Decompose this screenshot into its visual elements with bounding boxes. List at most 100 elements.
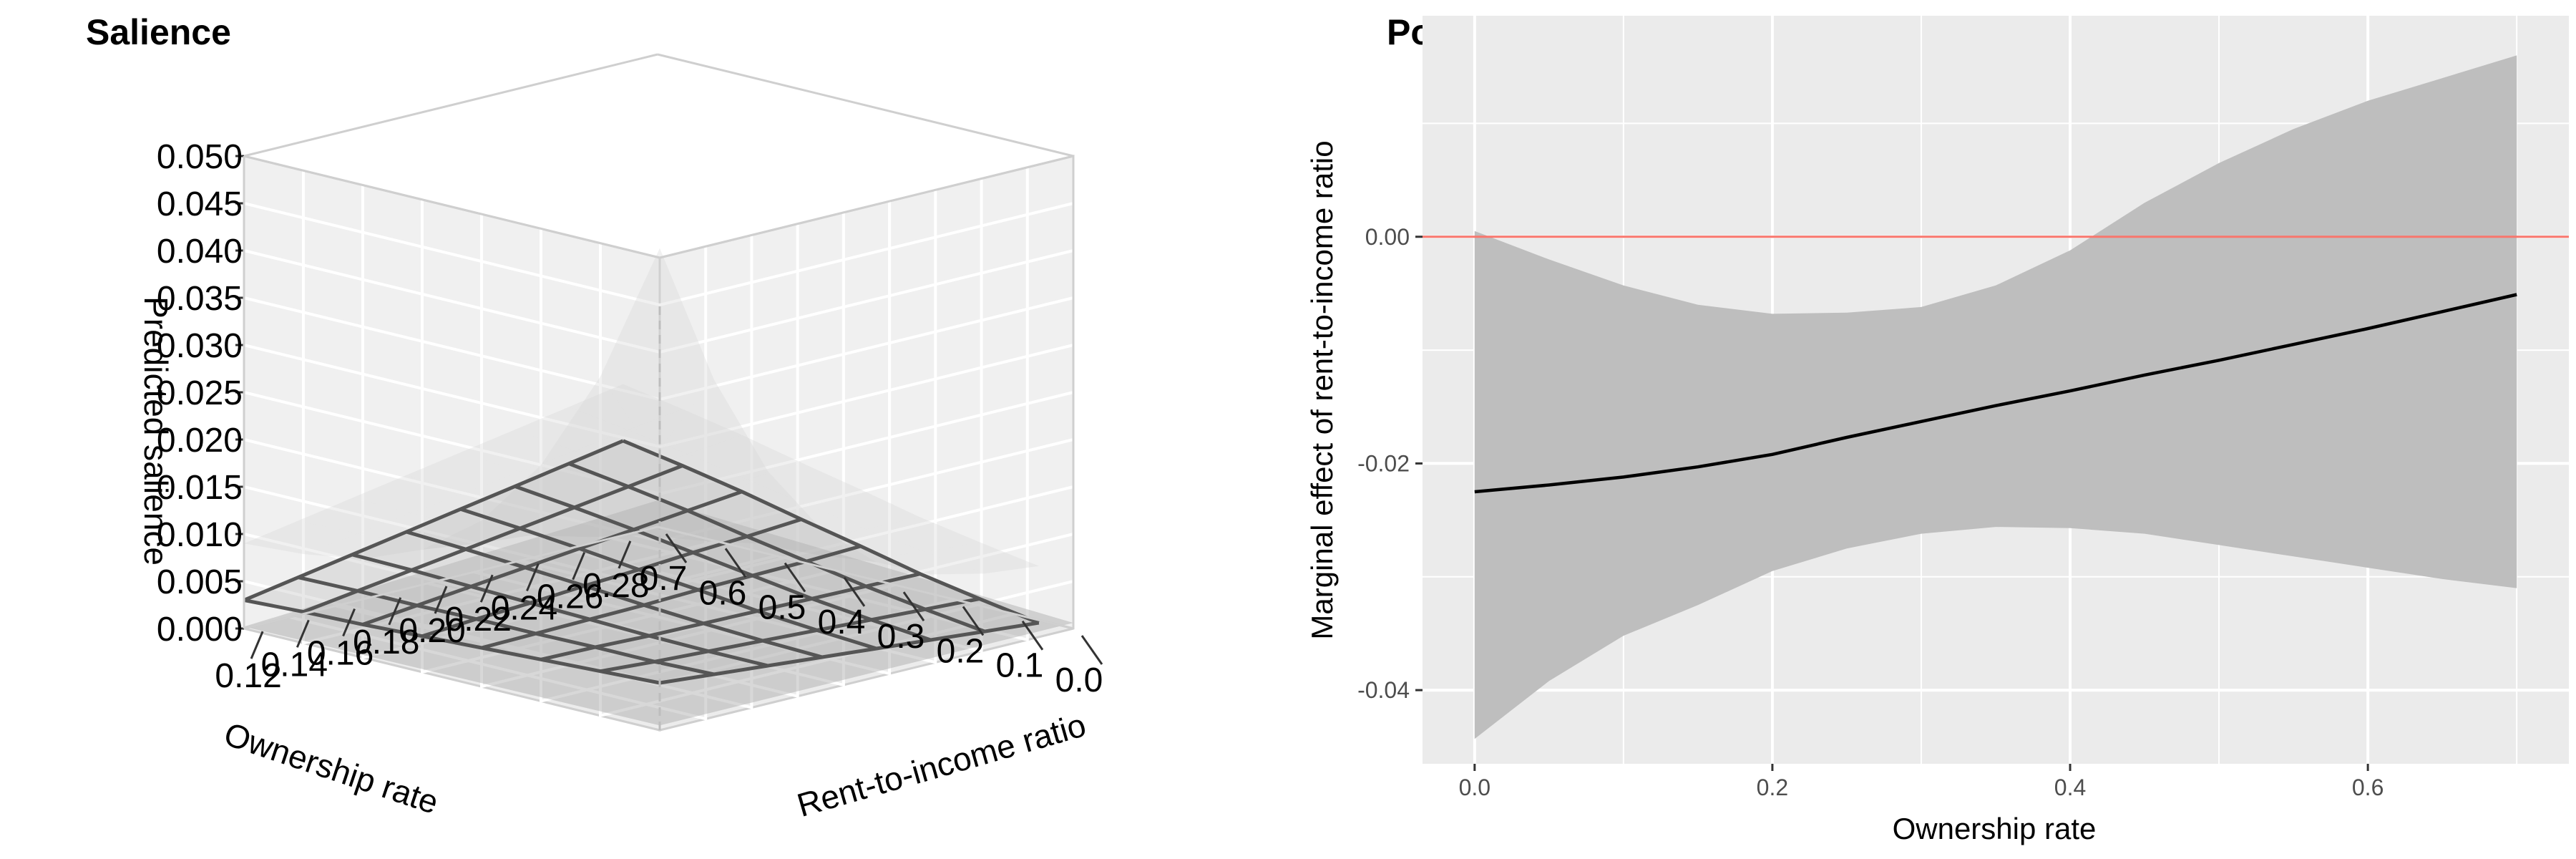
salience-y-tick-mark <box>618 540 632 569</box>
salience-y-tick-mark <box>296 619 310 648</box>
salience-mesh-line <box>298 576 715 676</box>
salience-upper-surface-facet <box>482 465 595 533</box>
salience-mesh <box>243 305 1040 730</box>
salience-upper-surface-facet <box>244 520 358 554</box>
salience-upper-surface-facet <box>460 430 575 472</box>
positions-x-tick-label: 0.0 <box>1459 775 1491 800</box>
salience-upper-surface-facet <box>688 435 801 480</box>
salience-upper-surface-facet <box>530 523 644 538</box>
salience-mesh-facet <box>747 519 861 562</box>
salience-upper-surface-facet <box>574 430 688 473</box>
salience-x-tick-mark <box>1021 620 1044 651</box>
salience-mesh-line <box>406 530 823 659</box>
salience-x-tick-mark <box>665 533 688 563</box>
salience-y-tick-label: 0.20 <box>399 612 465 650</box>
salience-z-tick-label: 0.020 <box>157 422 243 460</box>
salience-upper-surface-facet <box>406 452 520 492</box>
salience-z-tick-label: 0.045 <box>157 185 243 223</box>
salience-z-tick-label: 0.040 <box>157 233 243 271</box>
salience-wall-gridline <box>565 178 983 654</box>
salience-mesh-line <box>568 462 985 634</box>
salience-upper-surface-facet <box>352 475 466 513</box>
salience-upper-surface-facet <box>644 528 758 544</box>
salience-upper-surface-facet <box>816 555 931 575</box>
salience-x-tick-label: 0.4 <box>818 603 866 641</box>
salience-x-tick-mark <box>962 606 985 636</box>
salience-mesh-line <box>659 621 1040 685</box>
salience-mesh-line <box>303 464 683 614</box>
salience-y-tick-label: 0.18 <box>353 623 419 661</box>
positions-x-tick-label: 0.2 <box>1757 775 1788 800</box>
salience-upper-surface-facet <box>416 526 531 544</box>
salience-y-tick-mark <box>388 597 402 626</box>
salience-upper-surface-facet <box>514 407 629 451</box>
salience-front-panels <box>243 53 1075 630</box>
salience-upper-surface-facet <box>298 498 412 534</box>
salience-x-tick-mark <box>784 562 806 593</box>
salience-mesh-facet <box>688 491 801 537</box>
positions-panel: Positions 0.00.20.40.6-0.04-0.020.00 Own… <box>1305 12 2569 845</box>
salience-y-tick-label: 0.26 <box>537 578 603 616</box>
salience-box-edge <box>659 155 1074 259</box>
salience-x-tick-label: 0.7 <box>640 560 688 598</box>
salience-upper-surface-facet <box>363 543 477 559</box>
salience-x-tick-mark <box>724 548 747 578</box>
salience-wall-gridline <box>427 212 845 687</box>
salience-mesh-line <box>540 572 921 661</box>
salience-mesh-facet <box>806 546 920 586</box>
salience-mesh-facet <box>816 619 931 649</box>
salience-upper-surface-facet <box>422 520 536 550</box>
salience-y-tick-mark <box>479 574 494 603</box>
salience-upper-surface-facet <box>806 489 920 530</box>
positions-x-tick-label: 0.4 <box>2054 775 2086 800</box>
salience-mesh-line <box>362 490 743 626</box>
salience-y-tick-label: 0.22 <box>445 601 512 639</box>
positions-line <box>1474 293 2517 494</box>
salience-upper-surface-facet <box>569 384 683 430</box>
salience-y-tick-label: 0.14 <box>261 646 328 684</box>
salience-z-axis-label: Predicted salience <box>137 296 175 566</box>
salience-mesh-facet <box>698 576 812 611</box>
salience-mesh-line <box>622 439 1040 625</box>
positions-y-tick-label: -0.02 <box>1357 450 1410 476</box>
salience-mesh-facet <box>757 598 872 631</box>
salience-box-edge <box>657 53 1074 157</box>
salience-mesh-line <box>351 553 769 668</box>
salience-x-tick-label: 0.1 <box>996 647 1044 685</box>
salience-wall-gridline <box>335 235 753 709</box>
salience-upper-surface-facet <box>871 552 985 575</box>
salience-mesh-facet <box>925 598 1039 632</box>
salience-upper-surface-facet <box>866 517 980 552</box>
salience-upper-surface-facet <box>535 503 650 538</box>
salience-z-tick-label: 0.025 <box>157 374 243 412</box>
salience-mesh-line <box>460 507 877 651</box>
salience-upper-surface-facet <box>654 379 769 508</box>
salience-upper-surface-facet <box>519 450 634 492</box>
positions-ribbon <box>1474 55 2517 739</box>
salience-z-tick-label: 0.015 <box>157 469 243 507</box>
salience-wall-gridline <box>611 167 1029 642</box>
salience-z-tick-label: 0.050 <box>157 138 243 176</box>
salience-upper-surface-facet <box>763 530 877 563</box>
salience-tick-labels: 0.000 0.005 0.010 0.015 0.020 0.025 0.030 0.035… <box>157 138 1103 699</box>
salience-mesh-line <box>243 598 660 685</box>
salience-mesh-line <box>514 485 932 642</box>
salience-upper-surface-facet <box>595 455 709 529</box>
salience-x-tick-mark <box>843 576 866 607</box>
salience-wall-gridline <box>289 246 708 721</box>
salience-upper-surface-facet <box>925 542 1039 574</box>
positions-confidence-band <box>1474 55 2517 739</box>
salience-z-tick-label: 0.030 <box>157 327 243 365</box>
salience-upper-surface-facet <box>747 462 861 505</box>
salience-box-edge <box>243 525 658 630</box>
salience-x-tick-label: 0.3 <box>877 618 925 656</box>
salience-upper-surface-facet <box>471 509 585 535</box>
positions-estimate-line <box>1474 293 2517 494</box>
salience-y-tick-mark <box>434 586 448 614</box>
salience-mesh-facet <box>811 586 926 620</box>
salience-y-tick-label: 0.12 <box>215 657 281 695</box>
salience-box-edge <box>657 525 1074 630</box>
salience-title: Salience <box>86 12 231 52</box>
salience-y-tick-mark <box>526 563 540 592</box>
